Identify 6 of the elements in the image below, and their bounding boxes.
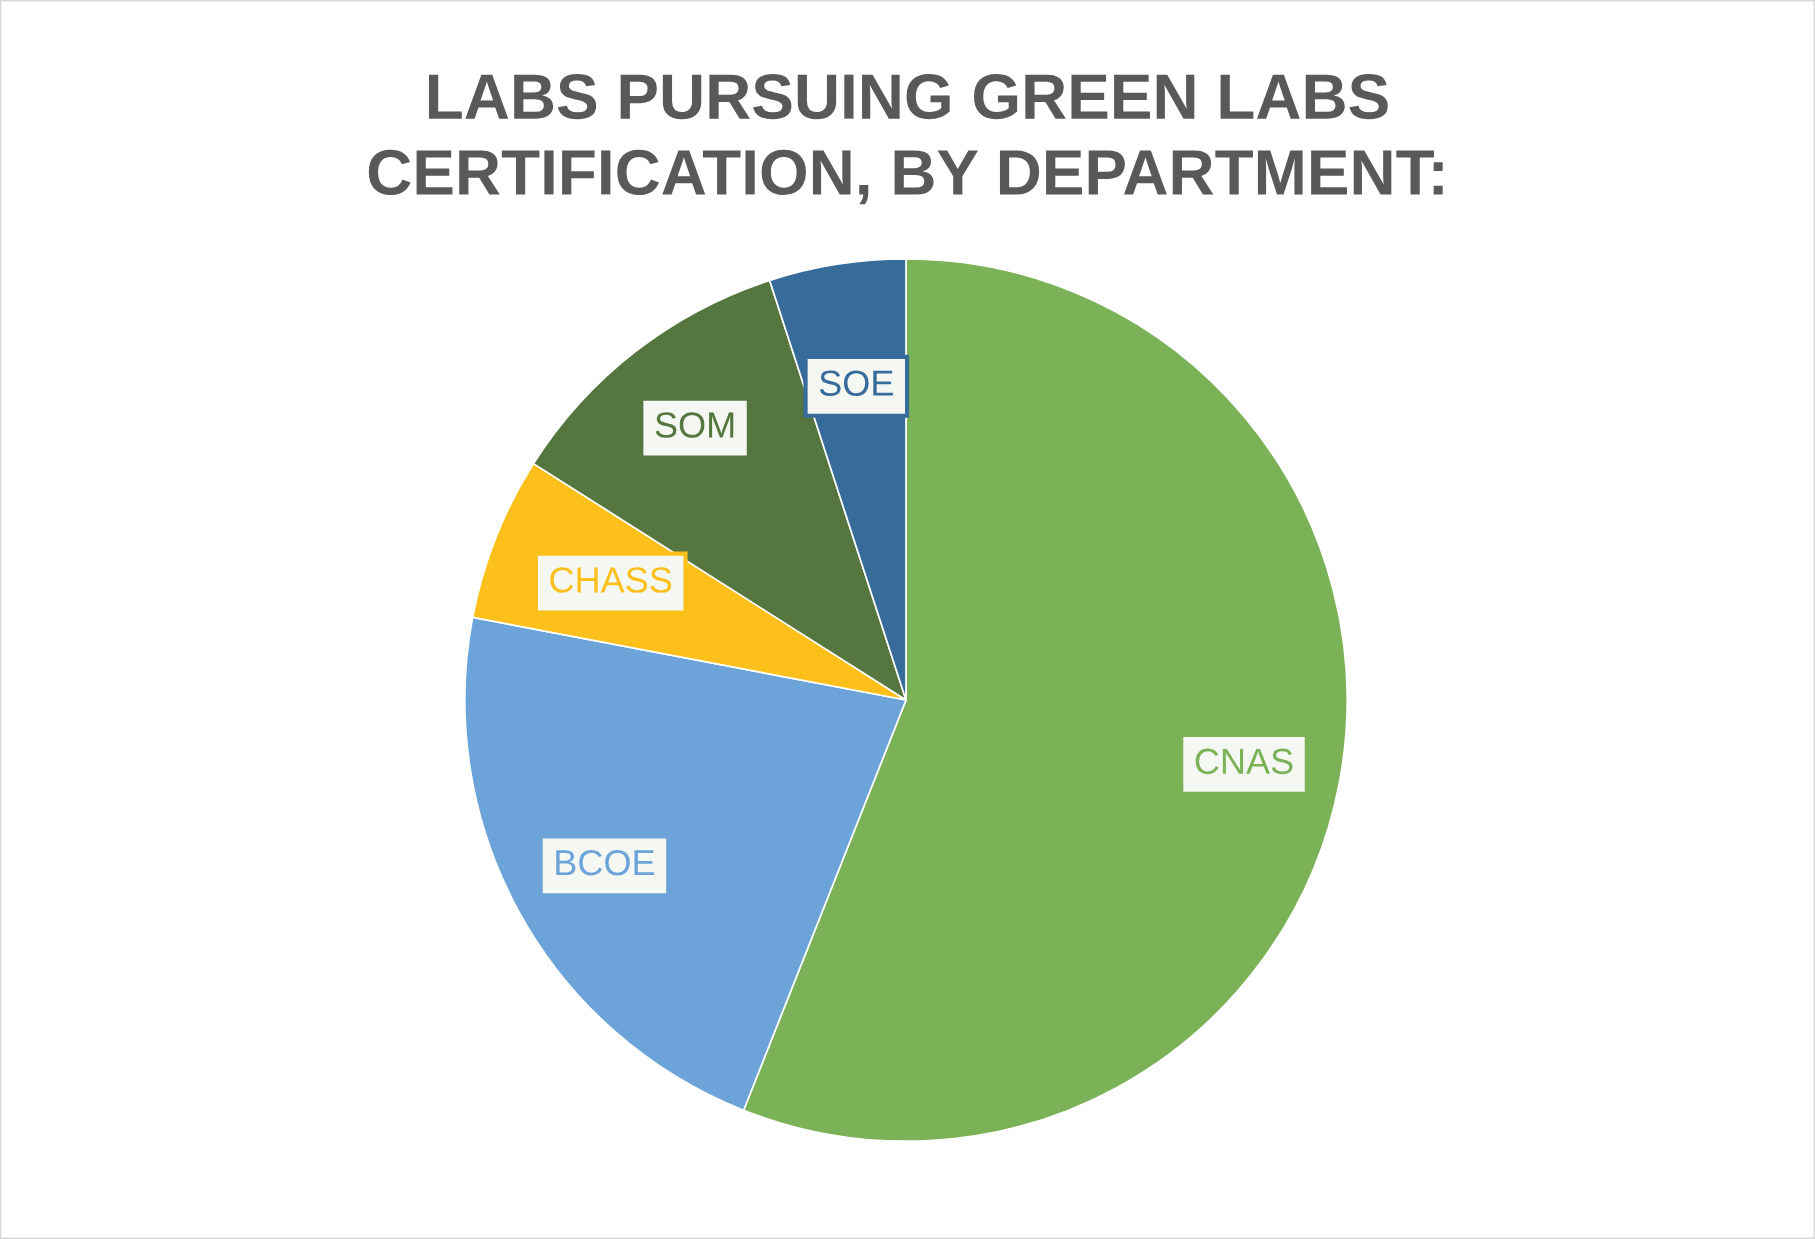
slice-label: CNAS [1195, 748, 1293, 775]
slice-label: CHASS [550, 567, 672, 593]
chart-title: LABS PURSUING GREEN LABS CERTIFICATION, BY DEPARTMENT: [368, 74, 1443, 205]
slice-label: SOM [655, 412, 734, 438]
slice-label: SOE [819, 370, 893, 396]
slice-label: BCOE [556, 849, 655, 876]
